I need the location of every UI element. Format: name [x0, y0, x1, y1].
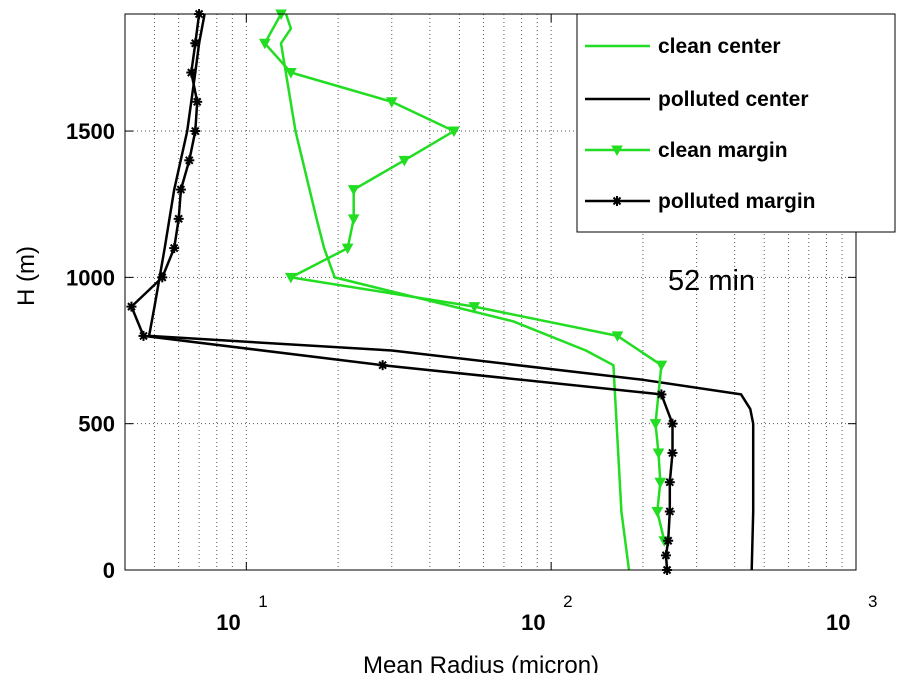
data-point-stroke: [657, 390, 666, 399]
data-point-stroke: [176, 185, 186, 194]
legend-label: polluted margin: [658, 190, 816, 213]
data-point-stroke: [661, 551, 671, 560]
data-point-stroke: [665, 478, 674, 487]
x-tick-label: 10: [521, 610, 545, 635]
data-point: [664, 506, 675, 517]
y-axis-label: H (m): [13, 246, 40, 306]
data-point: [652, 448, 665, 459]
data-point: [175, 184, 186, 195]
data-point: [651, 506, 664, 518]
legend-label: clean margin: [658, 139, 788, 162]
data-point-stroke: [665, 507, 674, 516]
series-line: [279, 13, 631, 571]
data-point: [173, 213, 184, 224]
data-point-stroke: [612, 196, 622, 206]
data-point: [663, 535, 674, 546]
data-point: [285, 68, 297, 79]
data-point: [285, 272, 297, 284]
y-tick-label: 1000: [66, 265, 115, 290]
data-point: [347, 185, 360, 196]
data-point: [656, 389, 667, 400]
legend: clean center polluted center clean margin p…: [576, 13, 896, 233]
data-point: [258, 38, 271, 50]
data-point-stroke: [191, 126, 200, 136]
x-tick-label: 10: [216, 610, 240, 635]
y-tick-label: 500: [78, 412, 115, 437]
data-point: [660, 550, 671, 561]
legend-label: clean center: [658, 35, 781, 58]
data-point-stroke: [169, 243, 179, 253]
data-point: [190, 38, 201, 49]
data-point: [347, 214, 360, 225]
data-point: [184, 155, 195, 166]
data-point: [612, 196, 622, 206]
data-point-stroke: [174, 214, 183, 224]
legend-box: [576, 13, 896, 233]
x-tick-exponent: 2: [563, 592, 572, 611]
data-point-stroke: [185, 156, 194, 165]
data-point: [667, 418, 678, 429]
data-point: [341, 243, 354, 255]
y-tick-label: 1500: [66, 119, 115, 144]
data-point: [611, 331, 624, 342]
legend-item: polluted margin: [585, 190, 816, 213]
data-point-stroke: [192, 97, 202, 106]
series-clean-margin: [258, 9, 671, 547]
series-clean-center: [279, 13, 631, 571]
data-point-stroke: [187, 68, 196, 77]
x-tick-label: 10: [826, 610, 850, 635]
data-point: [192, 96, 203, 107]
x-tick-exponent: 1: [258, 592, 267, 611]
series-polluted-margin: [126, 9, 678, 575]
data-point: [448, 126, 460, 138]
data-point: [468, 302, 481, 313]
data-point: [157, 272, 168, 283]
plot-frame: [124, 13, 857, 571]
data-point: [186, 67, 197, 78]
data-point-stroke: [158, 273, 167, 282]
legend-label: polluted center: [658, 88, 809, 111]
x-tick-exponent: 3: [868, 592, 877, 611]
data-point-stroke: [139, 331, 148, 341]
data-point: [664, 477, 675, 488]
data-point: [126, 301, 137, 312]
data-point: [654, 477, 667, 489]
data-point-stroke: [378, 360, 387, 370]
data-point-stroke: [191, 39, 200, 48]
series-layer: [126, 9, 755, 575]
data-point: [398, 155, 411, 167]
data-point: [169, 243, 180, 254]
data-point: [667, 447, 678, 458]
data-point: [377, 360, 388, 371]
data-point: [649, 419, 662, 430]
data-point: [138, 330, 149, 341]
data-point-stroke: [668, 448, 677, 458]
annotation-text: 52 min: [668, 265, 755, 297]
data-point: [190, 126, 201, 137]
data-point-stroke: [663, 536, 673, 545]
data-point-stroke: [668, 419, 677, 428]
legend-item: clean margin: [585, 139, 788, 162]
data-point-stroke: [127, 302, 136, 311]
legend-item: clean center: [585, 35, 781, 58]
data-point: [385, 97, 398, 108]
x-axis-label: Mean Radius (micron): [363, 652, 599, 673]
legend-item: polluted center: [585, 88, 809, 111]
data-point: [655, 360, 668, 372]
axes-layer: 0 500 1000 1500 10 1 10 2 10 3: [66, 14, 877, 635]
data-point: [611, 145, 623, 157]
y-tick-label: 0: [103, 558, 115, 583]
